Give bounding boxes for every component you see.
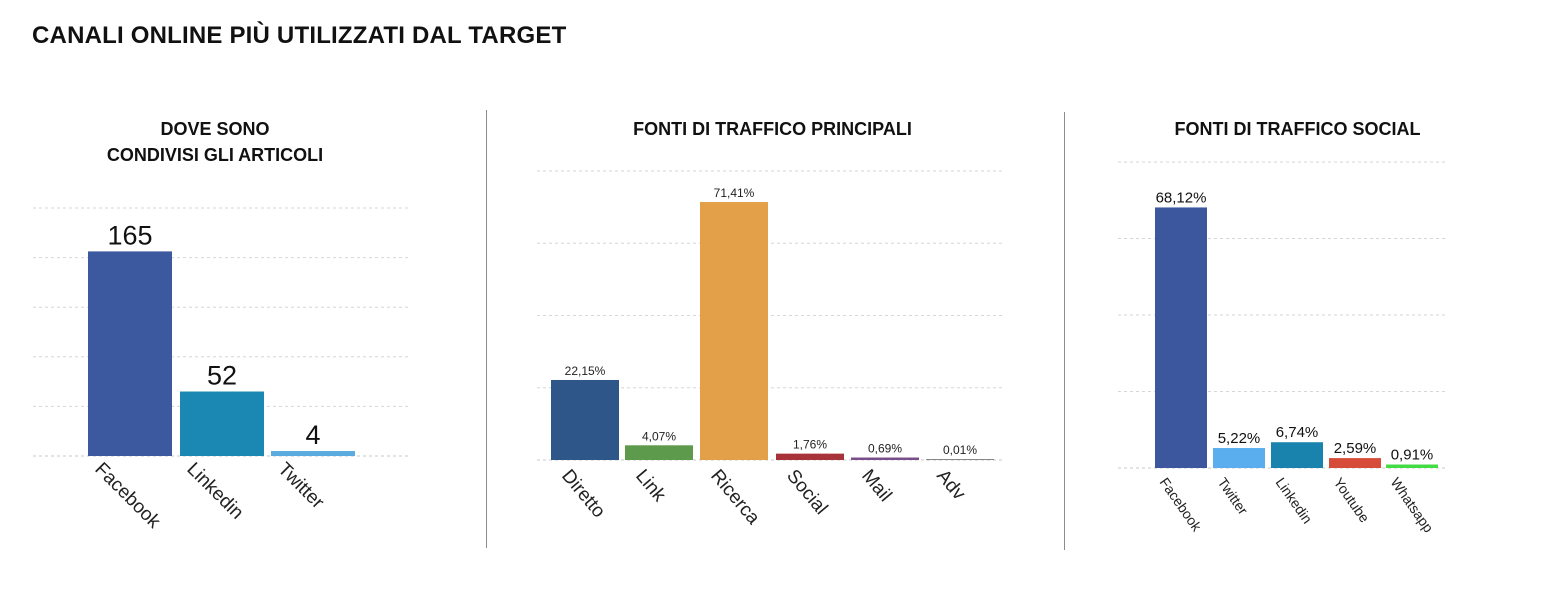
chart-title-shares-line-2: CONDIVISI GLI ARTICOLI [106,145,324,165]
social-value-label: 0,91% [1391,447,1434,464]
social-category-label: Youtube [1331,475,1373,526]
social-bar-whatsapp [1386,464,1438,468]
shares-value-label: 165 [107,220,152,250]
social-value-label: 68,12% [1156,189,1207,206]
traffic-value-label: 4,07% [642,429,676,443]
shares-value-label: 52 [207,361,237,391]
chart-title-shares: DOVE SONO CONDIVISI GLI ARTICOLI [30,116,400,168]
page-title: CANALI ONLINE PIÙ UTILIZZATI DAL TARGET [32,22,567,49]
shares-bar-linkedin [180,391,264,456]
social-bar-facebook [1155,207,1207,469]
social-category-label: Whatsapp [1388,475,1437,536]
social-category-label: Twitter [1215,475,1252,518]
chart-title-traffic-sources: FONTI DI TRAFFICO PRINCIPALI [540,116,1005,142]
social-category-label: Linkedin [1273,475,1316,527]
social-bar-linkedin [1271,442,1323,468]
shares-bar-facebook [88,251,172,456]
traffic-bar-adv [926,459,994,460]
traffic-value-label: 71,41% [714,186,755,200]
traffic-bar-diretto [551,379,619,460]
chart-title-social-traffic-line-1: FONTI DI TRAFFICO SOCIAL [1174,119,1421,139]
social-bar-youtube [1329,458,1381,468]
shares-bar-twitter [271,451,355,456]
social-category-label: Facebook [1157,475,1206,535]
shares-value-label: 4 [305,420,320,450]
traffic-value-label: 22,15% [565,364,606,378]
traffic-value-label: 0,69% [868,442,902,456]
chart-title-traffic-sources-line-1: FONTI DI TRAFFICO PRINCIPALI [633,119,912,139]
chart-title-social-traffic: FONTI DI TRAFFICO SOCIAL [1120,116,1475,142]
social-bar-twitter [1213,448,1265,468]
traffic-value-label: 0,01% [943,443,977,457]
section-divider [1064,112,1065,550]
social-value-label: 5,22% [1218,430,1261,447]
traffic-bar-link [625,445,693,460]
traffic-value-label: 1,76% [793,438,827,452]
traffic-bar-social [776,453,844,460]
traffic-bar-ricerca [700,202,768,460]
social-value-label: 2,59% [1334,440,1377,457]
chart-title-shares-line-1: DOVE SONO [160,119,270,139]
traffic-bar-mail [851,457,919,460]
section-divider [486,110,487,548]
social-value-label: 6,74% [1276,424,1319,441]
